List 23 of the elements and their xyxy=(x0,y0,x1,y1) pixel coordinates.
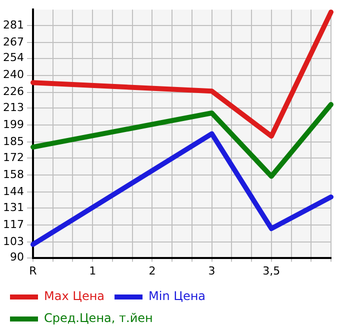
y-tick-label: 254 xyxy=(2,51,24,64)
y-tick-label: 172 xyxy=(2,150,24,164)
y-tick-label: 131 xyxy=(2,200,24,214)
y-tick-label: 117 xyxy=(2,218,24,231)
y-tick-label: 158 xyxy=(2,168,24,181)
y-tick-label: 199 xyxy=(2,118,24,132)
x-tick-label: 3,5 xyxy=(262,264,280,278)
x-tick-label: 2 xyxy=(148,264,156,278)
legend-label: Max Цена xyxy=(44,289,105,304)
x-tick-label: 1 xyxy=(89,264,96,278)
y-tick-label: 240 xyxy=(2,68,24,82)
x-tick-label: R xyxy=(29,264,38,278)
legend-label: Сред.Цена, т.йен xyxy=(44,311,153,326)
x-tick-label: 3 xyxy=(208,264,216,278)
y-tick-label: 226 xyxy=(2,85,24,98)
legend-label: Min Цена xyxy=(148,289,206,304)
y-tick-label: 185 xyxy=(2,135,24,148)
y-tick-label: 213 xyxy=(2,101,24,114)
y-tick-label: 90 xyxy=(10,250,24,264)
y-tick-label: 281 xyxy=(2,18,24,32)
y-tick-label: 103 xyxy=(2,234,24,248)
y-tick-label: 144 xyxy=(2,184,24,198)
y-tick-label: 267 xyxy=(2,35,24,48)
